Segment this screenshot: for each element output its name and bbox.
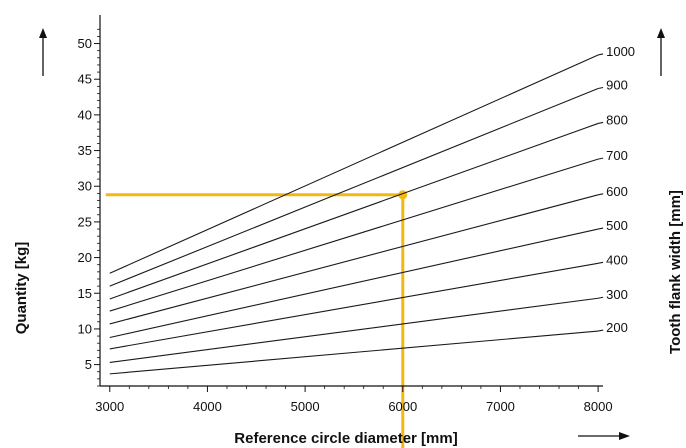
series-line-400 xyxy=(109,262,599,350)
y-tick-label: 20 xyxy=(78,250,92,265)
series-leader-900 xyxy=(598,86,604,90)
series-leader-200 xyxy=(598,329,604,332)
axes-layer xyxy=(94,15,603,392)
series-label-800: 800 xyxy=(606,112,628,127)
series-line-600 xyxy=(109,194,599,325)
x-tick-label: 3000 xyxy=(95,399,124,414)
series-leader-800 xyxy=(598,121,604,124)
x-tick-label: 8000 xyxy=(584,399,613,414)
series-line-200 xyxy=(109,330,599,375)
series-label-400: 400 xyxy=(606,252,628,267)
series-leader-700 xyxy=(598,157,604,160)
series-leader-1000 xyxy=(598,53,604,56)
series-line-300 xyxy=(109,297,599,364)
series-label-200: 200 xyxy=(606,320,628,335)
example-reading-layer xyxy=(105,190,408,448)
y-tick-label: 15 xyxy=(78,286,92,301)
y-tick-label: 40 xyxy=(78,107,92,122)
y2-axis-up-arrow-icon xyxy=(657,28,665,76)
series-label-300: 300 xyxy=(606,287,628,302)
series-label-700: 700 xyxy=(606,148,628,163)
y2-axis-title: Tooth flank width [mm] xyxy=(667,190,684,354)
y-tick-label: 25 xyxy=(78,214,92,229)
series-line-900 xyxy=(109,87,599,287)
series-line-700 xyxy=(109,158,599,312)
x-tick-label: 7000 xyxy=(486,399,515,414)
series-leader-500 xyxy=(598,227,604,230)
x-axis-right-arrow-icon xyxy=(578,432,630,440)
y-tick-label: 10 xyxy=(78,321,92,336)
series-leader-600 xyxy=(598,193,604,196)
x-tick-label: 6000 xyxy=(388,399,417,414)
series-leader-400 xyxy=(598,261,604,264)
x-tick-label: 5000 xyxy=(291,399,320,414)
y-tick-label: 45 xyxy=(78,72,92,87)
y-axis-title: Quantity [kg] xyxy=(13,242,30,335)
y-axis-up-arrow-icon xyxy=(39,28,47,76)
series-layer xyxy=(109,53,604,375)
series-label-600: 600 xyxy=(606,184,628,199)
x-axis-title: Reference circle diameter [mm] xyxy=(234,430,457,447)
series-label-900: 900 xyxy=(606,77,628,92)
series-line-1000 xyxy=(109,54,599,274)
series-label-500: 500 xyxy=(606,218,628,233)
x-tick-label: 4000 xyxy=(193,399,222,414)
series-line-800 xyxy=(109,122,599,300)
series-leader-300 xyxy=(598,296,604,299)
y-tick-label: 50 xyxy=(78,36,92,51)
y-tick-label: 5 xyxy=(85,357,92,372)
series-line-500 xyxy=(109,228,599,339)
labels-layer: 5 10 15 20 25 30 35 40 45 50 3000 4000 5000 6000 7000 8… xyxy=(78,36,636,414)
series-label-1000: 1000 xyxy=(606,44,635,59)
y-tick-label: 35 xyxy=(78,143,92,158)
y-tick-label: 30 xyxy=(78,179,92,194)
